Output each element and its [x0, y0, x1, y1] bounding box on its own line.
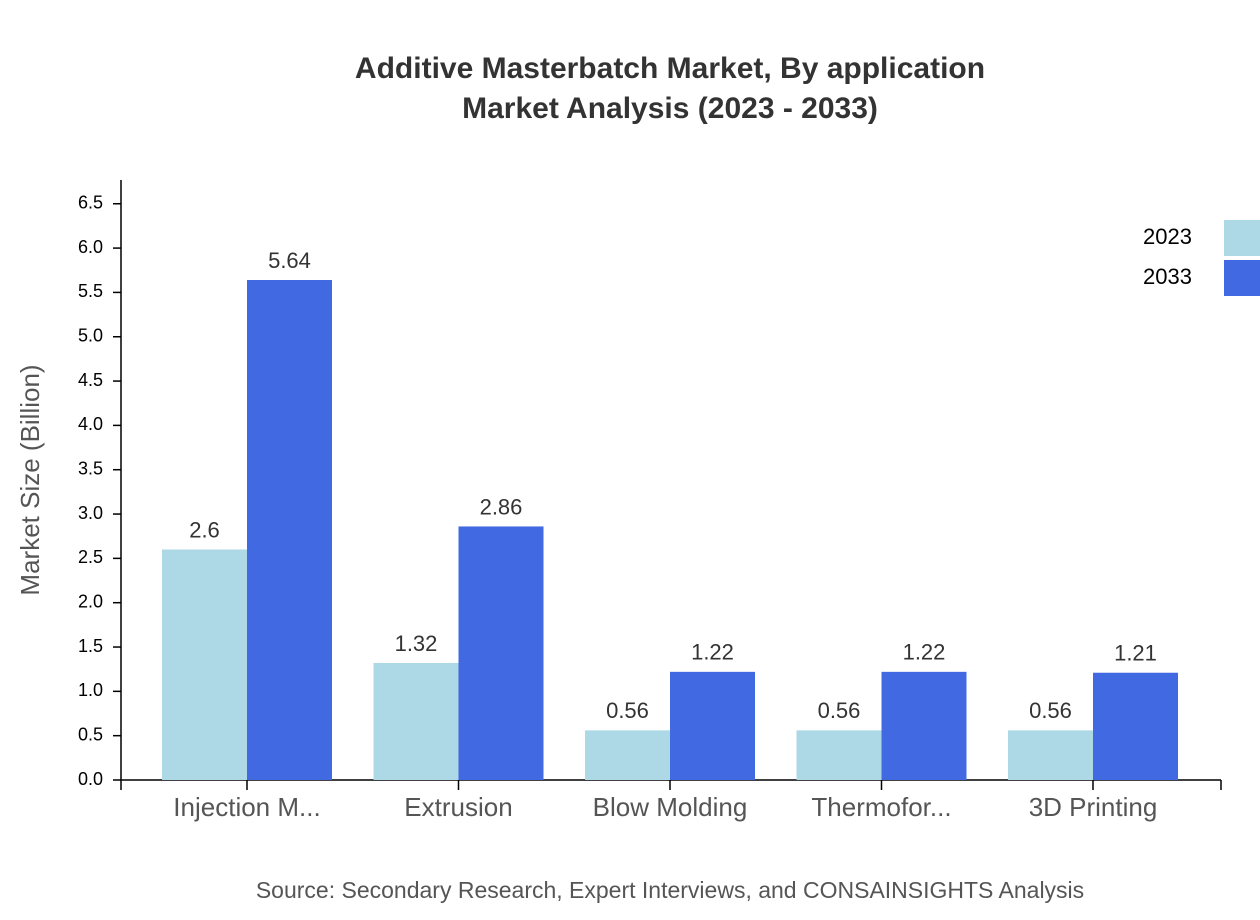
y-tick-label: 6.5 [78, 193, 103, 213]
y-tick-label: 5.5 [78, 281, 103, 301]
y-tick-label: 2.0 [78, 591, 103, 611]
bar [796, 730, 882, 780]
y-tick-label: 1.0 [78, 680, 103, 700]
chart-subtitle: Market Analysis (2023 - 2033) [462, 92, 878, 125]
chart-title: Additive Masterbatch Market, By applicat… [355, 52, 985, 85]
data-label: 0.56 [1029, 698, 1072, 723]
x-tick-label: 3D Printing [1029, 792, 1158, 822]
bar [247, 280, 332, 780]
data-label: 1.22 [691, 640, 734, 665]
bar [1093, 672, 1178, 780]
bar [458, 526, 544, 780]
data-label: 2.6 [189, 517, 220, 542]
bar [670, 671, 755, 780]
y-tick-label: 2.5 [78, 547, 103, 567]
data-label: 1.22 [903, 640, 946, 665]
x-tick-label: Extrusion [404, 792, 512, 822]
y-tick-label: 0.0 [78, 769, 103, 789]
source-note: Source: Secondary Research, Expert Inter… [256, 877, 1084, 903]
legend-label: 2023 [1143, 224, 1192, 249]
y-axis-label: Market Size (Billion) [15, 364, 45, 595]
legend-swatch [1224, 260, 1260, 296]
bar [585, 730, 670, 780]
bar [881, 671, 967, 780]
legend-label: 2033 [1143, 264, 1192, 289]
legend-swatch [1224, 220, 1260, 256]
y-tick-label: 3.5 [78, 458, 103, 478]
bar [162, 549, 247, 780]
y-tick-label: 5.0 [78, 325, 103, 345]
data-label: 1.21 [1114, 641, 1157, 666]
data-label: 2.86 [480, 494, 523, 519]
data-label: 1.32 [395, 631, 438, 656]
y-tick-label: 6.0 [78, 237, 103, 257]
x-tick-label: Injection M... [173, 792, 320, 822]
y-tick-label: 4.0 [78, 414, 103, 434]
y-tick-label: 1.5 [78, 636, 103, 656]
bar [373, 662, 459, 780]
x-tick-label: Blow Molding [593, 792, 748, 822]
data-label: 0.56 [606, 698, 649, 723]
data-label: 0.56 [818, 698, 861, 723]
y-tick-label: 3.0 [78, 503, 103, 523]
y-tick-label: 0.5 [78, 724, 103, 744]
x-tick-label: Thermofor... [811, 792, 951, 822]
data-label: 5.64 [268, 248, 311, 273]
bar [1008, 730, 1093, 780]
y-tick-label: 4.5 [78, 370, 103, 390]
